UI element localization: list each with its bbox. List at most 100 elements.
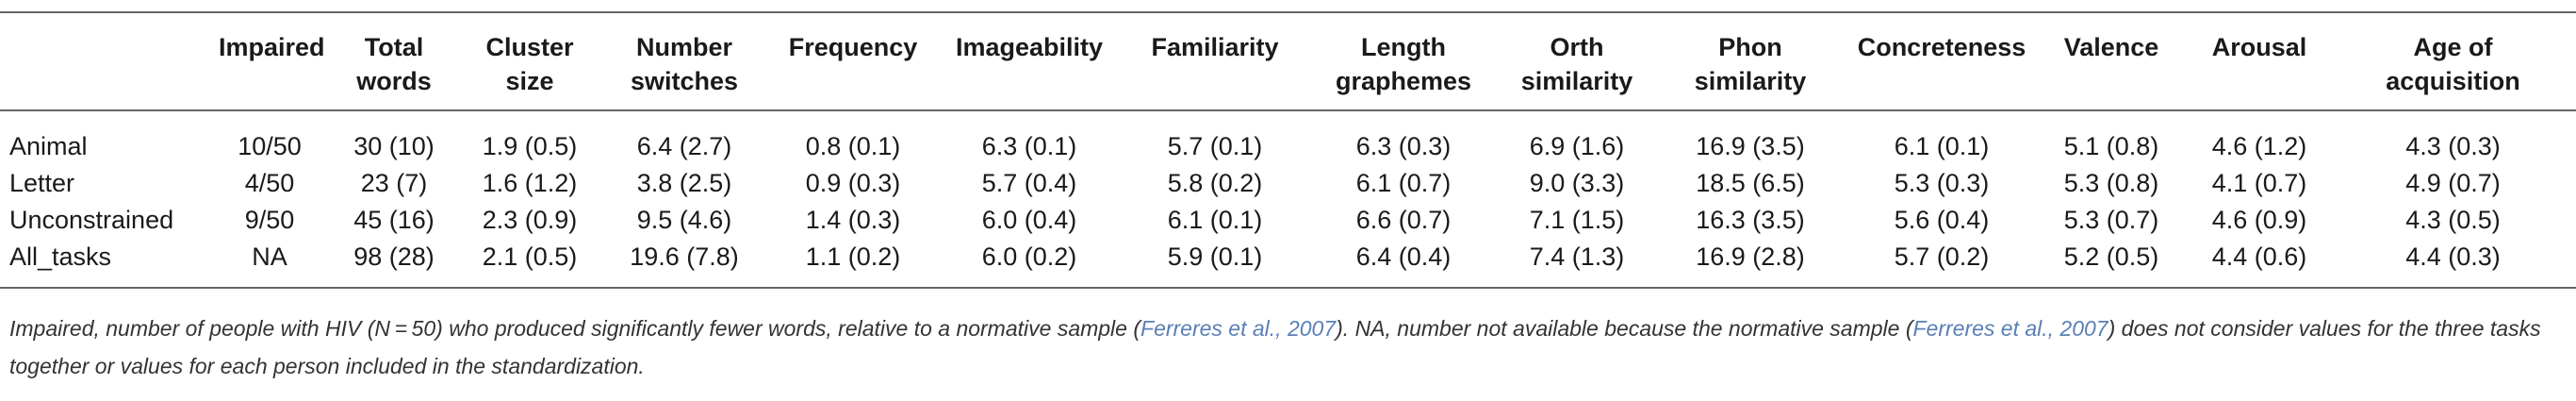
table-cell: 6.0 (0.2)	[933, 239, 1125, 289]
table-cell: 16.9 (3.5)	[1696, 132, 1805, 160]
table-cell: 5.7 (0.4)	[981, 169, 1077, 197]
header-label-line: acquisition	[2386, 67, 2520, 95]
header-cell: Familiarity	[1125, 12, 1304, 111]
header-label-line: switches	[630, 67, 739, 95]
row-label: Letter	[9, 169, 75, 197]
header-label-line: words	[356, 67, 432, 95]
header-label-line: similarity	[1694, 67, 1807, 95]
header-cell: Total words	[324, 12, 464, 111]
table-cell: 6.0 (0.4)	[981, 206, 1077, 234]
table-cell: 5.3 (0.3)	[1894, 169, 1990, 197]
header-label-line: Valence	[2063, 33, 2159, 61]
table-cell: 4.4 (0.3)	[2330, 239, 2576, 289]
table-body: Animal 10/50 30 (10) 1.9 (0.5) 6.4 (2.7) 0.8 …	[0, 110, 2576, 289]
table-cell: 1.4 (0.3)	[805, 206, 901, 234]
table-cell: 30 (10)	[353, 132, 435, 160]
table-cell: 4.3 (0.3)	[2405, 132, 2501, 160]
table-row: Animal 10/50 30 (10) 1.9 (0.5) 6.4 (2.7) 0.8 …	[0, 110, 2576, 165]
table-cell: 6.6 (0.7)	[1355, 206, 1452, 234]
table-cell: 4.9 (0.7)	[2405, 169, 2501, 197]
table-cell: 19.6 (7.8)	[596, 239, 773, 289]
table-row: Letter 4/50 23 (7) 1.6 (1.2) 3.8 (2.5) 0.9 (0…	[0, 165, 2576, 202]
table-cell: 9.0 (3.3)	[1529, 169, 1625, 197]
table-cell: 18.5 (6.5)	[1696, 169, 1805, 197]
table-cell: 5.6 (0.4)	[1894, 206, 1990, 234]
row-label: Animal	[9, 132, 88, 160]
header-cell: Orth similarity	[1502, 12, 1651, 111]
header-label-line: Familiarity	[1151, 33, 1279, 61]
header-label-line: Frequency	[788, 33, 918, 61]
row-label: All_tasks	[0, 239, 215, 289]
table-cell: 4.6 (1.2)	[2211, 132, 2307, 160]
footnote-text-1: Impaired, number of people with HIV (N =…	[9, 316, 1141, 341]
header-cell: Age of acquisition	[2330, 12, 2576, 111]
table-cell: 4/50	[244, 169, 295, 197]
header-cell: Imageability	[933, 12, 1125, 111]
header-row: Impaired Total words Cluster size Number switc…	[0, 12, 2576, 111]
table-cell: 0.9 (0.3)	[805, 169, 901, 197]
table-cell: 5.7 (0.1)	[1167, 132, 1263, 160]
table-cell: 16.3 (3.5)	[1696, 206, 1805, 234]
table-cell: 6.4 (0.4)	[1304, 239, 1502, 289]
header-label-line: Total	[364, 33, 424, 61]
table-cell: 10/50	[238, 132, 302, 160]
header-cell-empty	[0, 12, 215, 111]
table-cell: 5.3 (0.7)	[2063, 206, 2159, 234]
header-label-line: graphemes	[1335, 67, 1472, 95]
table-cell: 6.4 (2.7)	[636, 132, 732, 160]
table-cell: 4.4 (0.6)	[2189, 239, 2330, 289]
header-label-line: Length	[1361, 33, 1446, 61]
table-cell: 5.8 (0.2)	[1167, 169, 1263, 197]
table-row: Unconstrained 9/50 45 (16) 2.3 (0.9) 9.5 (4.…	[0, 202, 2576, 239]
footnote-text-3: ) does not consider values for the three…	[9, 316, 2541, 378]
table-cell: 1.1 (0.2)	[773, 239, 933, 289]
table-cell: 98 (28)	[324, 239, 464, 289]
table-cell: 4.1 (0.7)	[2211, 169, 2307, 197]
header-label-line: size	[505, 67, 554, 95]
table-cell: 5.3 (0.8)	[2063, 169, 2159, 197]
header-cell: Arousal	[2189, 12, 2330, 111]
table-footnote: Impaired, number of people with HIV (N =…	[9, 309, 2554, 385]
header-cell: Impaired	[215, 12, 325, 111]
table-cell: 5.2 (0.5)	[2034, 239, 2189, 289]
table-cell: 1.9 (0.5)	[482, 132, 578, 160]
header-label-line: Age of	[2413, 33, 2493, 61]
data-table: Impaired Total words Cluster size Number switc…	[0, 11, 2576, 289]
table-cell: 3.8 (2.5)	[636, 169, 732, 197]
table-cell: 1.6 (1.2)	[482, 169, 578, 197]
table-row: All_tasks NA 98 (28) 2.1 (0.5) 19.6 (7.8) 1.1…	[0, 239, 2576, 289]
header-label-line: Arousal	[2211, 33, 2307, 61]
header-cell: Frequency	[773, 12, 933, 111]
header-label-line: Impaired	[219, 33, 325, 61]
header-cell: Length graphemes	[1304, 12, 1502, 111]
table-cell: 6.1 (0.1)	[1894, 132, 1990, 160]
header-cell: Number switches	[596, 12, 773, 111]
table-cell: 0.8 (0.1)	[805, 132, 901, 160]
header-label-line: Cluster	[485, 33, 574, 61]
header-label-line: Number	[635, 33, 732, 61]
footnote-text-2: ). NA, number not available because the …	[1336, 316, 1913, 341]
row-label: Unconstrained	[9, 206, 174, 234]
table-cell: 7.1 (1.5)	[1529, 206, 1625, 234]
table-cell: 5.7 (0.2)	[1849, 239, 2034, 289]
table-cell: 23 (7)	[360, 169, 428, 197]
header-label-line: similarity	[1520, 67, 1633, 95]
table-cell: 6.3 (0.3)	[1355, 132, 1452, 160]
table-cell: 9/50	[244, 206, 295, 234]
header-cell: Concreteness	[1849, 12, 2034, 111]
header-label-line: Orth	[1550, 33, 1604, 61]
table-cell: 5.1 (0.8)	[2063, 132, 2159, 160]
table-cell: 7.4 (1.3)	[1502, 239, 1651, 289]
table-cell: 4.6 (0.9)	[2211, 206, 2307, 234]
table-header: Impaired Total words Cluster size Number switc…	[0, 12, 2576, 111]
table-cell: 4.3 (0.5)	[2405, 206, 2501, 234]
header-cell: Cluster size	[464, 12, 596, 111]
footnote-citation-2[interactable]: Ferreres et al., 2007	[1912, 316, 2108, 341]
table-cell: 6.1 (0.7)	[1355, 169, 1452, 197]
table-cell: NA	[215, 239, 324, 289]
header-cell: Phon similarity	[1651, 12, 1849, 111]
table-cell: 6.3 (0.1)	[981, 132, 1077, 160]
table-cell: 6.1 (0.1)	[1167, 206, 1263, 234]
footnote-citation-1[interactable]: Ferreres et al., 2007	[1140, 316, 1337, 341]
header-label-line: Concreteness	[1857, 33, 2026, 61]
